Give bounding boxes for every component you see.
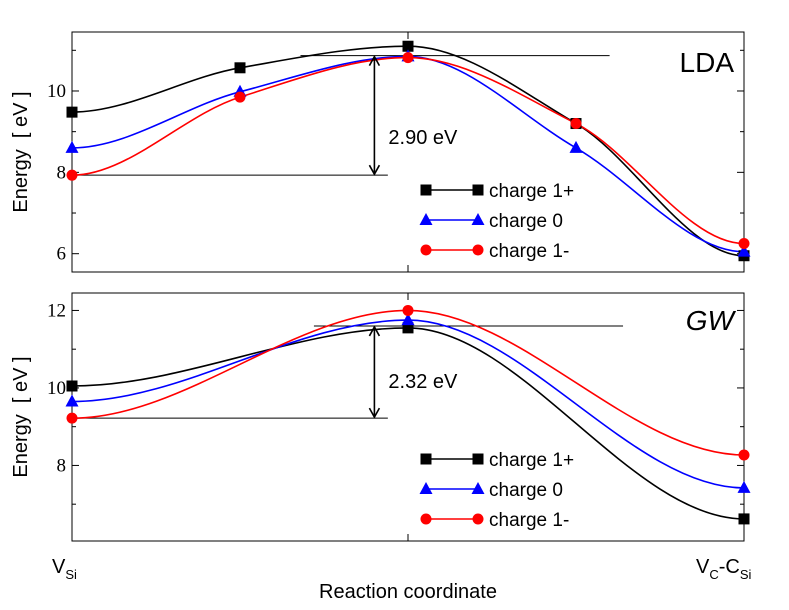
legend-marker xyxy=(420,244,432,256)
barrier-arrow-head-top xyxy=(368,54,381,66)
barrier-label: 2.90 eV xyxy=(388,127,458,149)
legend-label: charge 1- xyxy=(489,510,569,531)
x-label-vc-csi: VC-CSi xyxy=(696,556,752,582)
data-point-triangle xyxy=(569,140,583,153)
data-point-circle xyxy=(66,412,78,424)
legend-label: charge 0 xyxy=(489,480,563,501)
data-point-circle xyxy=(402,52,414,64)
x-label-vsi: VSi xyxy=(52,556,77,582)
data-point-triangle xyxy=(65,140,79,153)
legend-label: charge 0 xyxy=(489,211,563,232)
x-axis-title: Reaction coordinate xyxy=(319,581,497,603)
legend-marker xyxy=(472,244,484,256)
y-tick-label: 12 xyxy=(47,300,66,321)
data-point-square xyxy=(234,62,246,74)
legend-label: charge 1- xyxy=(489,241,569,262)
series-line-charge-1+ xyxy=(71,327,745,520)
data-point-square xyxy=(402,40,414,52)
data-point-circle xyxy=(738,238,750,250)
data-point-square xyxy=(402,322,414,334)
legend-marker xyxy=(419,213,433,225)
data-point-circle xyxy=(570,118,582,130)
lda-panel: 6 8 10 Energy [ eV ] LDA 2.90 eV charge 1+ char… xyxy=(10,31,751,273)
series-line-charge-1- xyxy=(71,56,745,245)
series-line-charge-1+ xyxy=(71,45,745,257)
y-tick-label: 8 xyxy=(57,162,67,183)
data-point-circle xyxy=(234,91,246,103)
plot-frame xyxy=(71,31,745,273)
y-tick-label: 6 xyxy=(57,244,67,265)
y-tick-label: 10 xyxy=(47,81,66,102)
data-point-triangle xyxy=(65,394,79,407)
data-point-square xyxy=(66,380,78,392)
panel-title: GW xyxy=(686,305,737,336)
y-axis-title: Energy [ eV ] xyxy=(10,356,32,477)
legend-marker xyxy=(420,453,432,465)
barrier-arrow-head-bottom xyxy=(368,164,381,176)
legend-marker xyxy=(419,482,433,494)
legend-label: charge 1+ xyxy=(489,181,574,202)
data-point-circle xyxy=(66,169,78,181)
barrier-label: 2.32 eV xyxy=(388,371,458,393)
barrier-arrow-head-top xyxy=(368,325,381,337)
legend-marker xyxy=(472,184,484,196)
data-point-triangle xyxy=(737,480,751,493)
data-point-triangle xyxy=(737,244,751,257)
series-line-charge-0 xyxy=(71,319,745,489)
legend-marker xyxy=(420,513,432,525)
legend-marker xyxy=(420,184,432,196)
y-tick-label: 10 xyxy=(47,378,66,399)
panel-title: LDA xyxy=(680,47,735,78)
barrier-arrow-head-bottom xyxy=(368,407,381,419)
data-point-square xyxy=(738,513,750,525)
y-axis-title: Energy [ eV ] xyxy=(10,91,32,212)
legend-marker xyxy=(472,513,484,525)
series-line-charge-0 xyxy=(71,55,745,253)
data-point-square xyxy=(66,106,78,118)
legend-label: charge 1+ xyxy=(489,450,574,471)
legend-marker xyxy=(472,453,484,465)
data-point-circle xyxy=(738,449,750,461)
y-tick-label: 8 xyxy=(57,455,67,476)
data-point-triangle xyxy=(401,313,415,326)
gw-panel: 8 10 12 Energy [ eV ] GW 2.32 eV charge 1+ char… xyxy=(10,292,751,542)
legend-marker xyxy=(471,482,485,494)
data-point-circle xyxy=(402,304,414,316)
legend-marker xyxy=(471,213,485,225)
